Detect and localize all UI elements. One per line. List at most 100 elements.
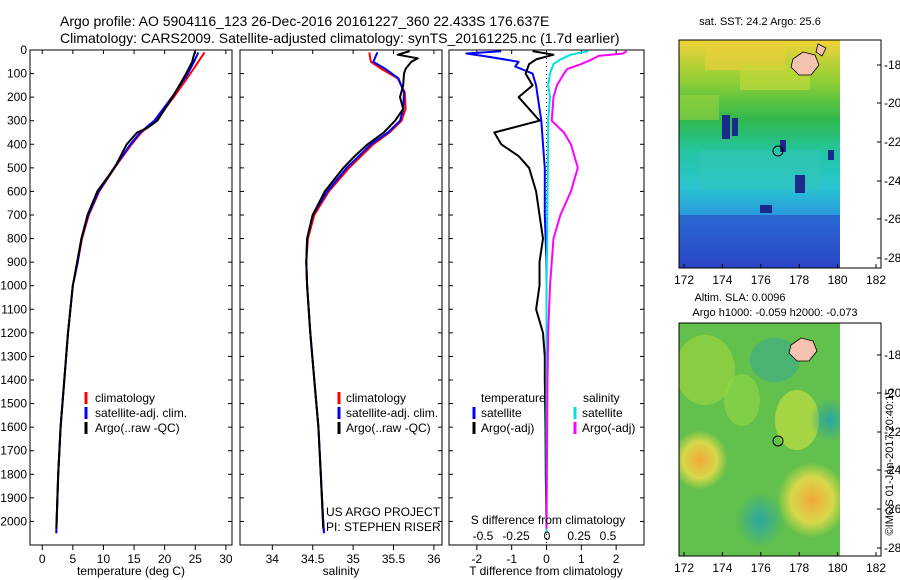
sla-map-title: Altim. SLA: 0.0096 — [694, 292, 785, 304]
header-line2: Climatology: CARS2009. Satellite-adjuste… — [60, 30, 620, 46]
salinity-panel — [239, 49, 443, 546]
x-tick-label: 25 — [189, 552, 203, 566]
map-y-tick-label: -18 — [884, 58, 900, 72]
legend-satellite: satellite-adj. clim. — [95, 406, 187, 420]
series-line-2 — [55, 50, 197, 529]
salinity-legend: climatology satellite-adj. clim. Argo(..… — [326, 391, 441, 534]
depth-tick-label: 300 — [7, 114, 27, 128]
difference-xlabel: T difference from climatology — [469, 564, 623, 578]
project-annotation: US ARGO PROJECT — [326, 505, 441, 519]
map-y-tick-label: -26 — [884, 212, 900, 226]
temperature-xlabel: temperature (deg C) — [77, 564, 185, 578]
series-line-1 — [493, 50, 555, 529]
s-tick: 0.5 — [600, 529, 617, 543]
depth-tick-label: 400 — [7, 137, 27, 151]
x-tick-label: 0 — [39, 552, 46, 566]
s-difference-ticks: -0.5 -0.25 0 0.25 0.5 — [473, 529, 617, 543]
sla-map-frame — [678, 322, 882, 557]
depth-tick-label: 700 — [7, 208, 27, 222]
x-tick-label: 35 — [346, 552, 360, 566]
map-y-tick-label: -24 — [884, 463, 900, 477]
x-tick-label: 2 — [613, 552, 620, 566]
x-tick-label: 5 — [70, 552, 77, 566]
depth-tick-label: 600 — [7, 184, 27, 198]
difference-legend: temperature salinity satellite Argo(-adj… — [472, 391, 635, 435]
map-y-tick-label: -18 — [884, 348, 900, 362]
map-x-tick-label: 178 — [789, 561, 809, 575]
series-line-0 — [465, 50, 548, 534]
island-shape — [790, 51, 820, 76]
s-tick: 0 — [544, 529, 551, 543]
x-tick-label: 20 — [158, 552, 172, 566]
difference-plot: -2 -1 0 1 2 — [465, 50, 628, 566]
island-shape — [815, 43, 827, 57]
x-tick-label: 1 — [578, 552, 585, 566]
map-x-tick-label: 174 — [712, 561, 732, 575]
map-x-tick-label: 172 — [674, 561, 694, 575]
sla-map — [679, 323, 840, 556]
map-y-tick-label: -28 — [884, 541, 900, 555]
map-y-tick-label: -26 — [884, 502, 900, 516]
depth-tick-label: 900 — [7, 255, 27, 269]
pi-annotation: PI: STEPHEN RISER — [326, 520, 441, 534]
s-tick: -0.25 — [502, 529, 530, 543]
depth-tick-label: 2000 — [0, 514, 27, 528]
sst-map — [679, 40, 840, 268]
header-line1: Argo profile: AO 5904116_123 26-Dec-2016… — [60, 13, 549, 29]
legend-group-temperature: temperature — [481, 391, 546, 405]
legend-group-salinity: salinity — [583, 391, 620, 405]
sla-map-axes: 172 174 176 178 180 182 -18 -20 -22 -24 -26 -28 — [674, 348, 900, 575]
island-shape — [788, 337, 818, 362]
salinity-xlabel: salinity — [323, 564, 360, 578]
depth-tick-label: 1700 — [0, 444, 27, 458]
legend-temp-satellite: satellite — [481, 406, 522, 420]
sst-map-axes: 172 174 176 178 180 182 -18 -20 -22 -24 -26 -28 — [674, 58, 900, 287]
depth-tick-label: 1200 — [0, 326, 27, 340]
map-x-tick-label: 174 — [712, 273, 732, 287]
map-x-tick-label: 182 — [866, 273, 886, 287]
x-tick-label: 30 — [219, 552, 233, 566]
depth-tick-label: 100 — [7, 67, 27, 81]
map-y-tick-label: -22 — [884, 135, 900, 149]
depth-tick-label: 500 — [7, 161, 27, 175]
sst-map-title: sat. SST: 24.2 Argo: 25.6 — [699, 16, 821, 28]
x-tick-label: 36 — [427, 552, 441, 566]
legend-climatology: climatology — [346, 391, 406, 405]
sst-map-frame — [678, 39, 882, 269]
legend-argo: Argo(..raw -QC) — [346, 421, 431, 435]
legend-sal-satellite: satellite — [582, 406, 623, 420]
map-y-tick-label: -24 — [884, 174, 900, 188]
temperature-legend: climatology satellite-adj. clim. Argo(..… — [84, 391, 187, 435]
x-tick-label: 0 — [543, 552, 550, 566]
argo-location-marker — [772, 145, 784, 157]
depth-tick-label: 1100 — [1, 302, 27, 316]
depth-tick-label: 1400 — [0, 373, 27, 387]
series-line-3 — [545, 50, 628, 529]
map-x-tick-label: 172 — [674, 273, 694, 287]
map-x-tick-label: 176 — [751, 561, 771, 575]
series-line-2 — [305, 50, 419, 529]
credit-label: ©IMOS 01-Jan-2017 20:40:15 — [884, 389, 896, 536]
map-y-tick-label: -22 — [884, 425, 900, 439]
series-line-0 — [55, 51, 206, 534]
series-line-1 — [55, 51, 200, 534]
depth-tick-label: 0 — [20, 43, 27, 57]
depth-tick-label: 1600 — [0, 420, 27, 434]
x-tick-label: -2 — [472, 552, 483, 566]
sla-map-subtitle: Argo h1000: -0.059 h2000: -0.073 — [692, 307, 857, 319]
difference-top-title: S difference from climatology — [471, 513, 626, 527]
depth-tick-label: 1300 — [0, 349, 27, 363]
map-x-tick-label: 182 — [866, 561, 886, 575]
x-tick-label: 15 — [127, 552, 141, 566]
x-tick-label: 10 — [97, 552, 111, 566]
x-tick-label: 34.5 — [301, 552, 325, 566]
map-x-tick-label: 178 — [789, 273, 809, 287]
temperature-panel — [29, 49, 233, 546]
map-x-tick-label: 180 — [828, 273, 848, 287]
legend-sal-argo: Argo(-adj) — [582, 421, 635, 435]
legend-climatology: climatology — [95, 391, 155, 405]
series-line-2 — [545, 50, 589, 534]
depth-tick-label: 1900 — [0, 491, 27, 505]
temperature-plot: 0 5 10 15 20 25 30 — [39, 50, 233, 566]
